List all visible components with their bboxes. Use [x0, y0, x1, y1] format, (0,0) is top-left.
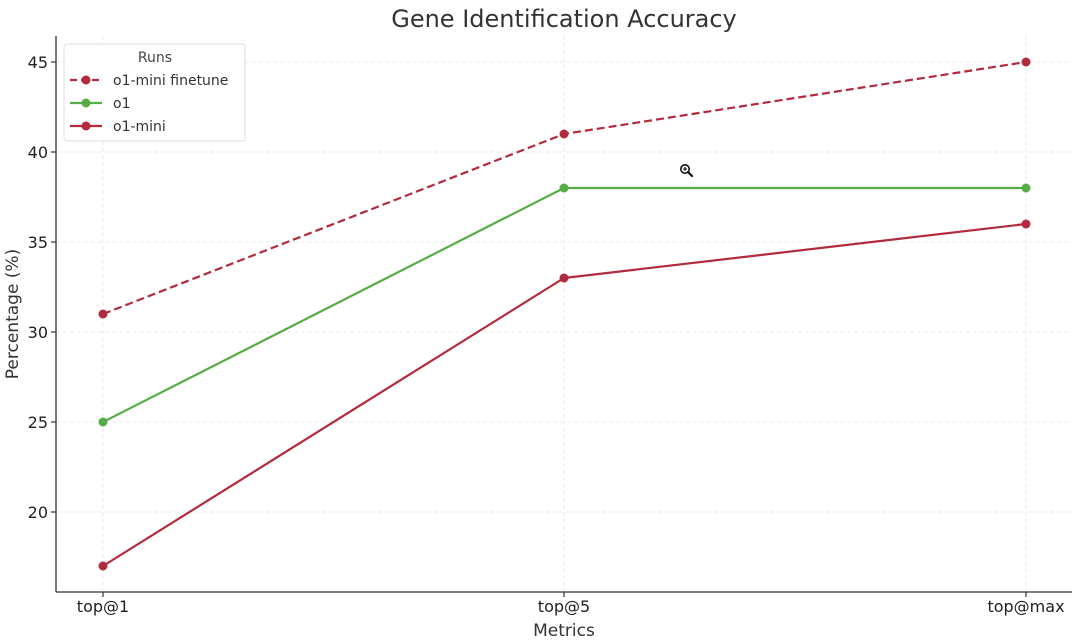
x-tick-label: top@1: [77, 597, 129, 616]
series-lines: [98, 57, 1031, 571]
legend-item: o1-mini: [70, 119, 166, 135]
y-tick-label: 45: [28, 53, 48, 72]
x-tick-label: top@5: [538, 597, 590, 616]
zoom-in-icon: [680, 164, 694, 178]
legend-label: o1-mini: [113, 119, 166, 135]
data-point: [559, 183, 569, 193]
grid: [56, 36, 1072, 592]
series-o1-mini: [98, 219, 1031, 571]
legend-box: [63, 43, 246, 142]
data-point: [1021, 219, 1031, 229]
data-point: [1021, 183, 1031, 193]
data-point: [98, 417, 108, 427]
legend: Runs o1-mini finetune o1 o1-mini: [63, 43, 246, 142]
y-tick-label: 30: [28, 323, 48, 342]
y-tick-label: 40: [28, 143, 48, 162]
x-tick-label: top@max: [987, 597, 1064, 616]
series-o1-mini-finetune: [98, 57, 1031, 319]
y-tick-label: 25: [28, 413, 48, 432]
y-tick-label: 20: [28, 503, 48, 522]
data-point: [559, 129, 569, 139]
y-tick-label: 35: [28, 233, 48, 252]
legend-marker: [81, 75, 91, 85]
legend-label: o1-mini finetune: [113, 73, 228, 89]
legend-label: o1: [113, 96, 130, 112]
legend-marker: [81, 121, 91, 131]
chart-title: Gene Identification Accuracy: [391, 5, 737, 33]
data-point: [1021, 57, 1031, 67]
x-axis-label: Metrics: [533, 621, 595, 641]
legend-title: Runs: [138, 50, 172, 66]
legend-marker: [81, 98, 91, 108]
series-o1: [98, 183, 1031, 427]
data-point: [98, 309, 108, 319]
legend-item: o1: [70, 96, 130, 112]
ticks: 20 25 30 35 40 45 top@1 top@5 top@max: [28, 53, 1065, 616]
legend-items: o1-mini finetune o1 o1-mini: [70, 73, 228, 135]
data-point: [559, 273, 569, 283]
data-point: [98, 561, 108, 571]
y-axis-label: Percentage (%): [3, 249, 23, 379]
legend-item: o1-mini finetune: [70, 73, 228, 89]
